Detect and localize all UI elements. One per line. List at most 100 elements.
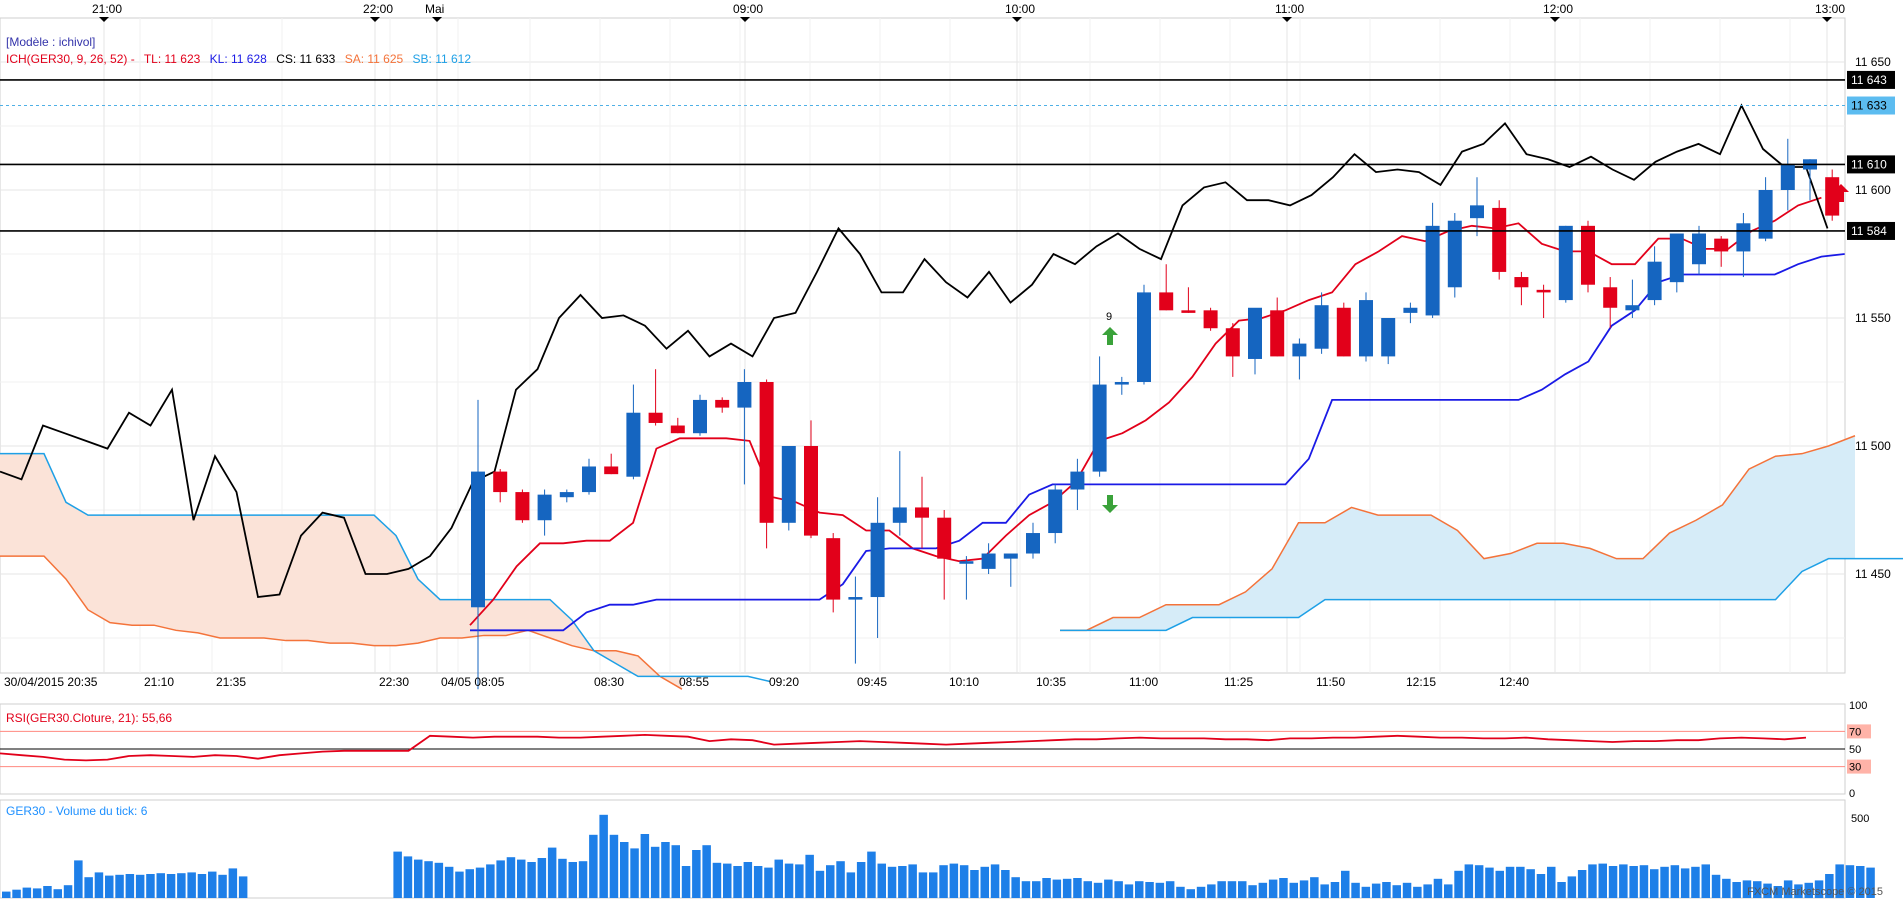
- candle-body: [915, 507, 929, 518]
- volume-bar: [1660, 866, 1669, 898]
- volume-bar: [84, 877, 93, 898]
- candle: [1492, 200, 1507, 280]
- candle-body: [1248, 307, 1262, 359]
- candle-body: [1070, 471, 1085, 490]
- candle-body: [1225, 328, 1240, 357]
- time-axis-label: 09:20: [769, 675, 799, 689]
- volume-bar: [1289, 882, 1298, 898]
- volume-bar: [836, 861, 845, 898]
- volume-bar: [867, 851, 876, 898]
- candle-body: [471, 471, 485, 608]
- top-axis-label: 12:00: [1543, 2, 1573, 16]
- candle-body: [693, 399, 707, 434]
- top-axis-label: 10:00: [1005, 2, 1035, 16]
- volume-bar: [1505, 866, 1515, 898]
- volume-bar: [640, 834, 650, 898]
- candle: [1625, 279, 1640, 318]
- candle-body: [1669, 233, 1684, 283]
- time-axis-label: 11:25: [1224, 675, 1253, 689]
- top-axis-label: 09:00: [733, 2, 763, 16]
- candle-body: [1758, 190, 1773, 239]
- price-tick: 11 450: [1855, 567, 1891, 581]
- model-label: [Modèle : ichivol]: [6, 35, 96, 49]
- candle: [1070, 458, 1085, 510]
- volume-bar: [1392, 885, 1401, 898]
- candle: [471, 399, 485, 690]
- candle-body: [1714, 238, 1729, 252]
- volume-bar: [1701, 864, 1710, 898]
- candle-body: [537, 494, 552, 521]
- ich-params: ICH(GER30, 9, 26, 52) -: [6, 52, 135, 66]
- time-axis-label: 11:00: [1129, 675, 1158, 689]
- candle: [892, 451, 907, 536]
- candle-body: [1203, 310, 1218, 329]
- volume-bar: [1062, 878, 1072, 898]
- volume-bar: [1238, 881, 1247, 898]
- candle-body: [1381, 318, 1396, 357]
- candle: [670, 417, 685, 434]
- candle-body: [1536, 289, 1551, 293]
- volume-bar: [125, 874, 135, 898]
- candle-body: [826, 538, 841, 600]
- volume-bar: [238, 876, 248, 898]
- candle-body: [1470, 205, 1484, 219]
- volume-bar: [1093, 882, 1103, 898]
- price-tick: 11 600: [1855, 183, 1891, 197]
- candle: [1225, 323, 1240, 377]
- volume-bar: [1268, 879, 1278, 898]
- volume-bar: [929, 872, 938, 898]
- candle: [870, 497, 885, 638]
- volume-bar: [1310, 877, 1319, 898]
- candle: [1714, 236, 1729, 267]
- volume-bar: [115, 874, 124, 898]
- top-axis-marker: [432, 17, 442, 22]
- top-axis-marker: [1550, 17, 1560, 22]
- signal-arrow-down-green: [1102, 327, 1118, 345]
- volume-bar: [1454, 870, 1463, 898]
- kijun-value: KL: 11 628: [209, 52, 267, 66]
- volume-bar: [1577, 870, 1587, 898]
- candle: [915, 476, 929, 549]
- rsi-tick: 100: [1849, 700, 1867, 712]
- indicator-lines: [0, 103, 1845, 632]
- volume-bar: [1732, 882, 1741, 898]
- volume-bar: [424, 861, 433, 898]
- time-axis-label: 08:30: [594, 675, 624, 689]
- volume-bar: [1052, 879, 1062, 898]
- volume-bar: [558, 858, 567, 898]
- volume-bar: [1248, 885, 1257, 898]
- candle-body: [1048, 489, 1063, 534]
- volume-bar: [1557, 882, 1566, 898]
- volume-bar: [1227, 881, 1237, 898]
- senkou-a-line-left: [0, 555, 683, 690]
- candle-body: [1403, 307, 1418, 313]
- top-axis-marker: [1282, 17, 1292, 22]
- volume-bar: [1258, 882, 1268, 898]
- candle-body: [1003, 553, 1018, 559]
- candle: [715, 397, 730, 413]
- candle-body: [1625, 305, 1640, 311]
- rsi-legend: RSI(GER30.Cloture, 21): 55,66: [6, 711, 173, 725]
- volume-bar: [815, 870, 825, 898]
- volume-bar: [990, 864, 1000, 898]
- rsi-tick: 30: [1849, 762, 1861, 774]
- level-label: 11 610: [1851, 157, 1887, 171]
- candle-body: [981, 553, 996, 569]
- candle: [1248, 307, 1262, 375]
- volume-bar: [630, 848, 639, 898]
- volume-bar: [1011, 877, 1020, 898]
- volume-bar: [589, 834, 598, 898]
- volume-bar: [537, 858, 547, 898]
- level-tag: [1847, 155, 1895, 174]
- volume-bar: [1402, 882, 1412, 898]
- tenkan-line: [469, 196, 1822, 626]
- candle: [759, 379, 774, 549]
- volume-bar: [506, 857, 516, 898]
- candle: [1292, 338, 1307, 380]
- candle: [1003, 553, 1018, 587]
- volume-bar: [908, 864, 917, 898]
- volume-bar: [681, 866, 691, 898]
- top-axis-marker: [740, 17, 750, 22]
- volume-bar: [1217, 881, 1226, 898]
